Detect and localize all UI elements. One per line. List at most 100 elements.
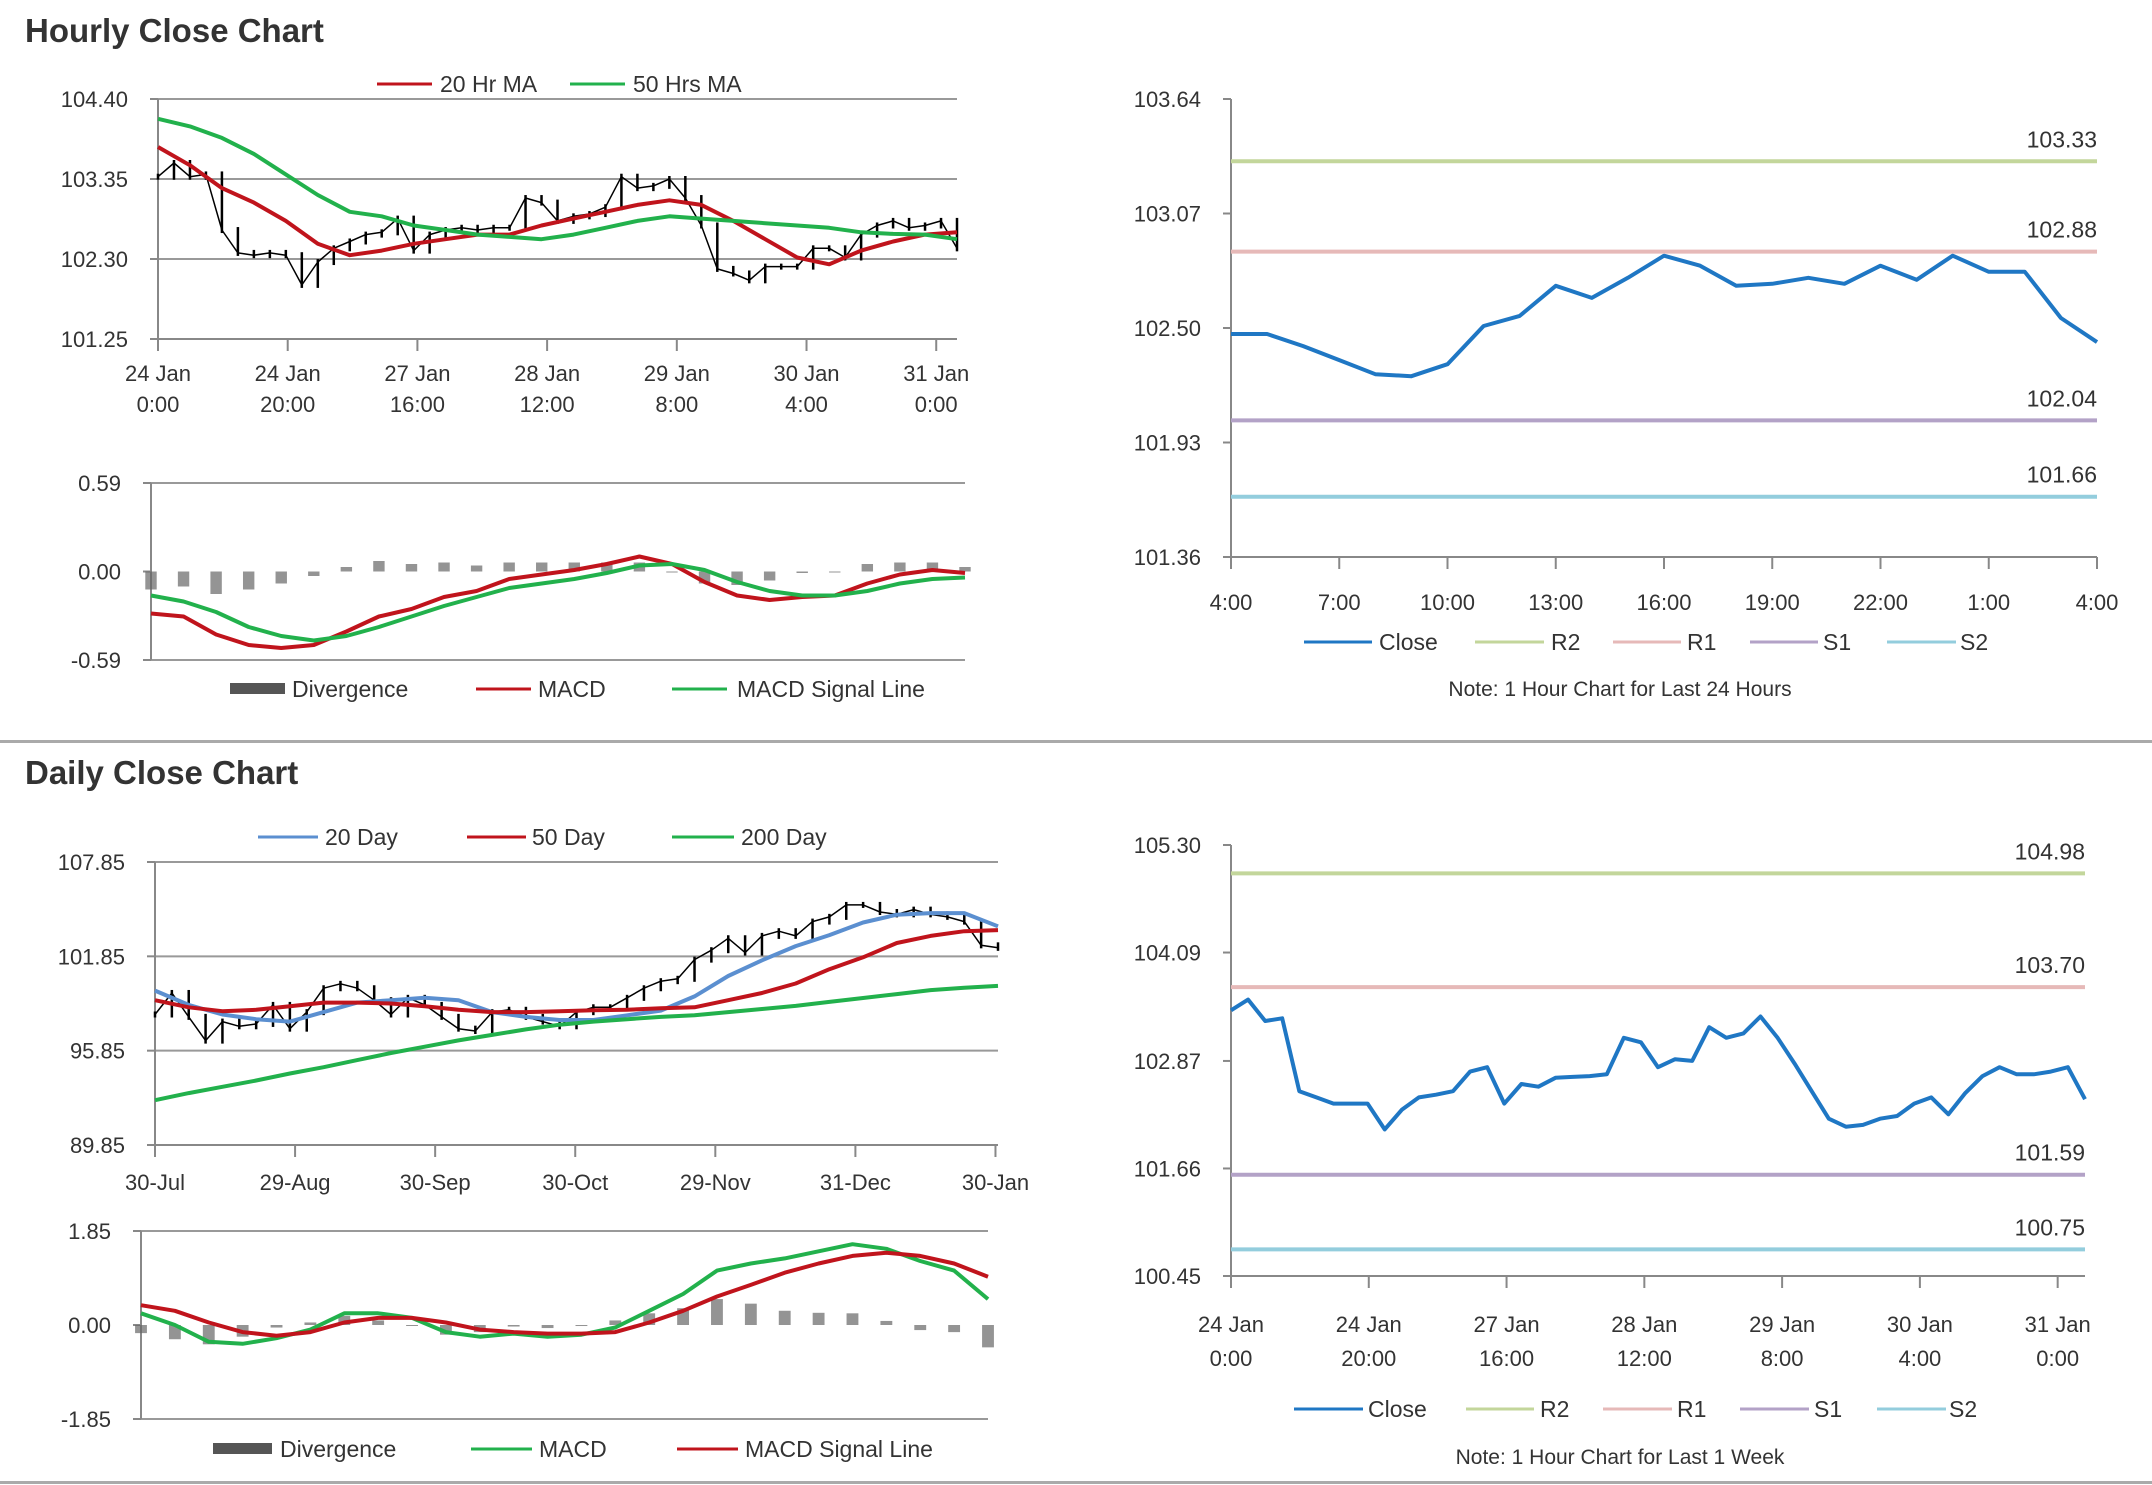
divergence-bar bbox=[861, 564, 874, 572]
y-tick-label: 102.87 bbox=[1134, 1049, 1201, 1074]
divergence-bar bbox=[959, 567, 971, 572]
legend-label: MACD bbox=[539, 1436, 607, 1462]
y-tick-label: 101.93 bbox=[1134, 431, 1201, 456]
x-tick-date: 30 Jan bbox=[773, 361, 839, 386]
y-tick-label: 0.59 bbox=[78, 471, 121, 496]
legend-label: R2 bbox=[1551, 629, 1580, 655]
divergence-bar bbox=[275, 571, 287, 584]
x-tick-label: 30-Jul bbox=[125, 1170, 185, 1195]
level-label: 103.70 bbox=[2015, 952, 2085, 978]
x-tick-date: 24 Jan bbox=[125, 361, 191, 386]
hourly-macd-chart: 0.59 0.00 -0.59 Divergence MACD MACD Signal L… bbox=[71, 471, 971, 702]
macd-signal-line-series bbox=[150, 562, 966, 643]
y-tick-label: 95.85 bbox=[70, 1039, 125, 1064]
x-tick-date: 27 Jan bbox=[384, 361, 450, 386]
x-tick-label: 22:00 bbox=[1853, 590, 1908, 615]
legend-label: S1 bbox=[1823, 629, 1851, 655]
legend-label: MACD Signal Line bbox=[737, 676, 925, 702]
divergence-bar bbox=[373, 561, 385, 572]
divergence-bar bbox=[575, 1325, 588, 1327]
legend: Close R2 R1 S1 S2 bbox=[1304, 629, 1988, 655]
legend: 20 Hr MA 50 Hrs MA bbox=[377, 71, 742, 97]
x-tick-label: 4:00 bbox=[1210, 590, 1253, 615]
s1-series: 101.59 bbox=[1231, 1140, 2085, 1177]
macd-series bbox=[140, 1242, 990, 1346]
legend: Divergence MACD MACD Signal Line bbox=[230, 676, 925, 702]
series-line bbox=[140, 1242, 990, 1346]
x-tick-time: 16:00 bbox=[390, 392, 445, 417]
r1-series: 102.88 bbox=[1231, 217, 2097, 254]
y-tick-label: 105.30 bbox=[1134, 833, 1201, 858]
series-line bbox=[150, 562, 966, 643]
level-label: 100.75 bbox=[2015, 1214, 2085, 1240]
x-tick-label: 29-Aug bbox=[260, 1170, 331, 1195]
divergence-bar bbox=[744, 1303, 757, 1325]
close-series bbox=[1230, 253, 2099, 379]
legend-label: Divergence bbox=[280, 1436, 396, 1462]
divergence-series bbox=[145, 561, 971, 594]
divergence-bar bbox=[778, 1310, 791, 1325]
50-day-series bbox=[154, 928, 999, 1015]
legend-swatch bbox=[213, 1443, 272, 1454]
daily-macd-chart: 1.85 0.00 -1.85 Divergence MACD MACD Signal L… bbox=[61, 1219, 994, 1462]
legend-label: S2 bbox=[1949, 1396, 1977, 1422]
divergence-bar bbox=[338, 1315, 351, 1325]
legend-label: R1 bbox=[1677, 1396, 1706, 1422]
y-tick-label: 104.09 bbox=[1134, 941, 1201, 966]
20-day-series bbox=[154, 911, 999, 1024]
x-tick-label: 29-Nov bbox=[680, 1170, 751, 1195]
divergence-bar bbox=[677, 1308, 690, 1325]
x-tick-time: 12:00 bbox=[520, 392, 575, 417]
divergence-bar bbox=[372, 1320, 385, 1325]
bottom-divider bbox=[0, 1481, 2152, 1484]
legend: Divergence MACD MACD Signal Line bbox=[213, 1436, 933, 1462]
macd-signal-line-series bbox=[140, 1250, 989, 1338]
divergence-bar bbox=[763, 571, 776, 581]
divergence-bar bbox=[340, 567, 353, 572]
y-tick-label: 0.00 bbox=[68, 1313, 111, 1338]
x-tick-time: 0:00 bbox=[915, 392, 958, 417]
divergence-bar bbox=[601, 562, 613, 572]
series-line bbox=[154, 928, 999, 1015]
x-tick-time: 0:00 bbox=[137, 392, 180, 417]
x-tick-date: 28 Jan bbox=[514, 361, 580, 386]
divergence-bar bbox=[304, 1322, 317, 1325]
x-tick-time: 16:00 bbox=[1479, 1346, 1534, 1371]
y-tick-label: 102.30 bbox=[61, 247, 128, 272]
hourly-close-chart-title: Hourly Close Chart bbox=[25, 12, 324, 49]
divergence-bar bbox=[405, 564, 418, 572]
x-tick-date: 30 Jan bbox=[1887, 1312, 1953, 1337]
legend: Close R2 R1 S1 S2 bbox=[1294, 1396, 1977, 1422]
divergence-bar bbox=[796, 571, 808, 573]
x-tick-date: 27 Jan bbox=[1474, 1312, 1540, 1337]
x-tick-date: 31 Jan bbox=[903, 361, 969, 386]
series-line bbox=[154, 911, 999, 1024]
legend-label: 50 Day bbox=[532, 824, 605, 850]
x-tick-time: 20:00 bbox=[260, 392, 315, 417]
x-tick-date: 24 Jan bbox=[255, 361, 321, 386]
x-tick-label: 31-Dec bbox=[820, 1170, 891, 1195]
x-tick-date: 31 Jan bbox=[2025, 1312, 2091, 1337]
y-tick-label: 101.25 bbox=[61, 327, 128, 352]
y-tick-label: 103.35 bbox=[61, 167, 128, 192]
level-label: 101.59 bbox=[2015, 1140, 2085, 1166]
divergence-bar bbox=[145, 571, 157, 590]
divergence-bar bbox=[503, 562, 515, 572]
x-tick-date: 28 Jan bbox=[1611, 1312, 1677, 1337]
legend-label: MACD bbox=[538, 676, 606, 702]
legend-swatch bbox=[230, 683, 285, 694]
divergence-bar bbox=[439, 1325, 452, 1335]
y-tick-label: -0.59 bbox=[71, 648, 121, 673]
series-line bbox=[154, 983, 999, 1103]
divergence-bar bbox=[982, 1325, 994, 1348]
x-tick-time: 8:00 bbox=[1761, 1346, 1804, 1371]
divergence-bar bbox=[308, 571, 320, 576]
legend-label: S1 bbox=[1814, 1396, 1842, 1422]
x-tick-label: 30-Oct bbox=[542, 1170, 608, 1195]
level-label: 103.33 bbox=[2027, 126, 2097, 152]
x-tick-time: 20:00 bbox=[1341, 1346, 1396, 1371]
y-tick-label: 103.07 bbox=[1134, 202, 1201, 227]
divergence-bar bbox=[270, 1325, 283, 1328]
